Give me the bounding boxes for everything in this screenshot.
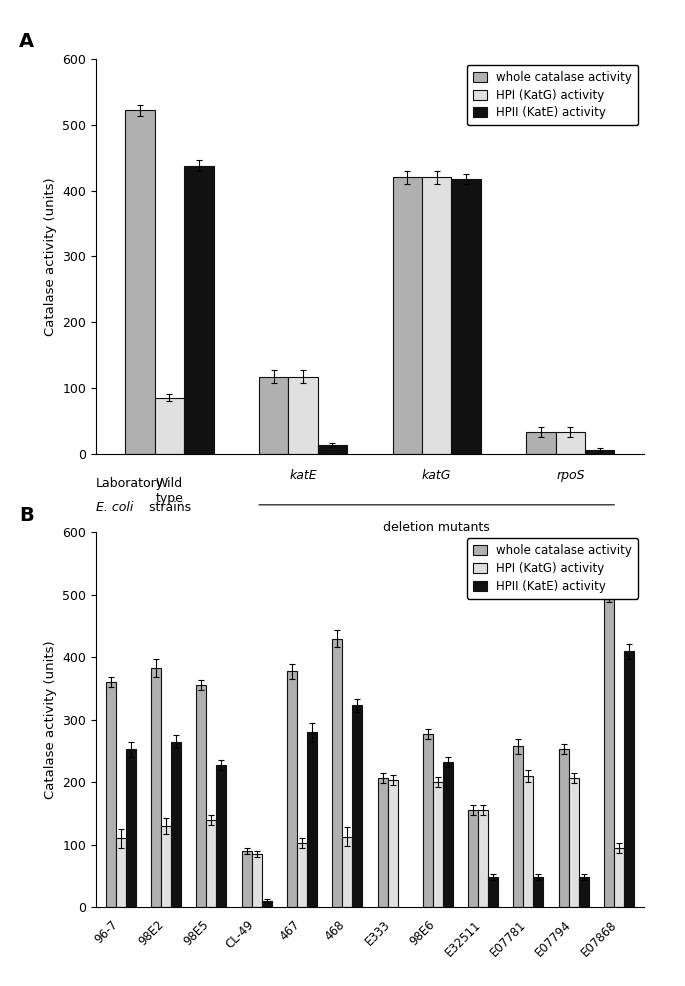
Y-axis label: Catalase activity (units): Catalase activity (units) xyxy=(44,177,57,335)
Bar xyxy=(604,597,614,907)
Bar xyxy=(332,639,342,907)
Bar xyxy=(307,733,317,907)
Bar xyxy=(423,734,433,907)
Text: rpoS: rpoS xyxy=(556,469,584,482)
Bar xyxy=(287,671,297,907)
Bar xyxy=(318,445,347,454)
Text: E. coli: E. coli xyxy=(96,501,134,514)
Bar xyxy=(422,177,451,454)
Text: B: B xyxy=(19,506,34,525)
Bar xyxy=(443,761,453,907)
Bar xyxy=(106,682,116,907)
Legend: whole catalase activity, HPI (KatG) activity, HPII (KatE) activity: whole catalase activity, HPI (KatG) acti… xyxy=(466,65,638,125)
Bar xyxy=(259,377,288,454)
Bar xyxy=(184,166,214,454)
Bar xyxy=(468,810,478,907)
Bar xyxy=(523,776,534,907)
Text: CL-49: CL-49 xyxy=(223,918,257,951)
Y-axis label: Catalase activity (units): Catalase activity (units) xyxy=(44,641,57,799)
Text: E07781: E07781 xyxy=(488,918,528,959)
Bar xyxy=(242,851,251,907)
Bar xyxy=(488,878,498,907)
Bar xyxy=(206,819,216,907)
Bar xyxy=(342,836,352,907)
Bar xyxy=(155,397,184,454)
Bar xyxy=(251,854,262,907)
Text: 98E2: 98E2 xyxy=(136,918,166,949)
Text: strains: strains xyxy=(145,501,192,514)
Bar xyxy=(262,901,272,907)
Text: Wild
type: Wild type xyxy=(155,477,184,505)
Text: Laboratory: Laboratory xyxy=(96,477,164,490)
Bar xyxy=(534,878,543,907)
Text: E333: E333 xyxy=(362,918,393,949)
Text: E07794: E07794 xyxy=(533,918,574,959)
Text: 468: 468 xyxy=(322,918,347,944)
Bar xyxy=(393,177,422,454)
Bar xyxy=(514,746,523,907)
Bar xyxy=(151,668,161,907)
Text: deletion mutants: deletion mutants xyxy=(384,521,490,533)
Bar xyxy=(288,377,318,454)
Text: 96-7: 96-7 xyxy=(92,918,121,947)
Legend: whole catalase activity, HPI (KatG) activity, HPII (KatE) activity: whole catalase activity, HPI (KatG) acti… xyxy=(466,538,638,599)
Text: E07868: E07868 xyxy=(578,918,619,959)
Bar xyxy=(451,178,481,454)
Bar xyxy=(433,782,443,907)
Bar xyxy=(352,705,362,907)
Bar xyxy=(197,685,206,907)
Bar xyxy=(614,848,624,907)
Text: E32511: E32511 xyxy=(443,918,483,959)
Bar xyxy=(126,749,136,907)
Text: 98E5: 98E5 xyxy=(182,918,212,949)
Bar xyxy=(171,741,181,907)
Bar xyxy=(556,432,585,454)
Bar xyxy=(161,826,171,907)
Text: 467: 467 xyxy=(277,918,302,944)
Bar xyxy=(579,878,588,907)
Bar xyxy=(216,765,226,907)
Text: katE: katE xyxy=(289,469,317,482)
Bar xyxy=(478,810,488,907)
Text: katG: katG xyxy=(422,469,451,482)
Bar xyxy=(624,651,634,907)
Bar xyxy=(116,838,126,907)
Text: 98E6: 98E6 xyxy=(408,918,438,949)
Bar xyxy=(585,451,614,454)
Bar xyxy=(559,749,569,907)
Text: A: A xyxy=(19,33,34,51)
Bar xyxy=(569,778,579,907)
Bar xyxy=(526,432,556,454)
Bar xyxy=(377,778,388,907)
Bar xyxy=(297,843,307,907)
Bar xyxy=(125,110,155,454)
Bar xyxy=(388,780,397,907)
